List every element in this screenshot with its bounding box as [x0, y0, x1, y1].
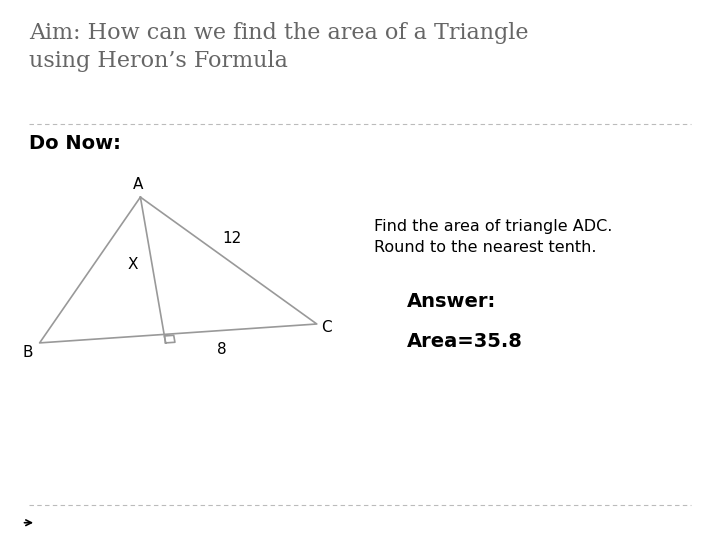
Text: Do Now:: Do Now: [29, 134, 121, 153]
Text: B: B [22, 345, 32, 360]
Text: Area=35.8: Area=35.8 [407, 332, 523, 351]
Text: X: X [128, 257, 138, 272]
Text: C: C [321, 320, 331, 335]
Text: 8: 8 [217, 342, 227, 357]
Text: Find the area of triangle ADC.
Round to the nearest tenth.: Find the area of triangle ADC. Round to … [374, 219, 613, 255]
Text: A: A [133, 177, 143, 192]
Text: Aim: How can we find the area of a Triangle
using Heron’s Formula: Aim: How can we find the area of a Trian… [29, 22, 528, 71]
Text: Answer:: Answer: [407, 292, 496, 310]
Text: 12: 12 [222, 231, 241, 246]
